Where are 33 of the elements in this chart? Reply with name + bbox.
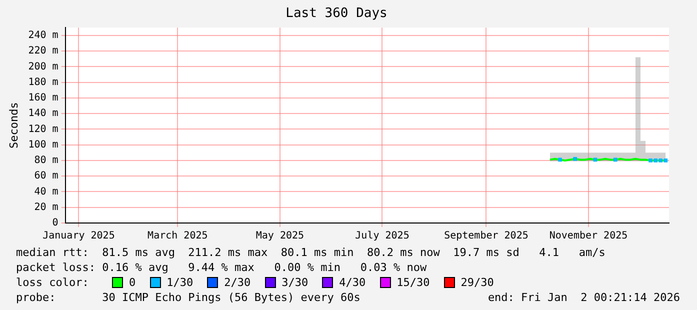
x-tick-label: May 2025 xyxy=(256,230,304,242)
legend-label: 0 xyxy=(128,275,136,290)
y-tick-label: 180 m xyxy=(28,76,58,88)
legend-label: 2/30 xyxy=(223,275,251,290)
x-tick-label: September 2025 xyxy=(444,230,528,242)
y-tick-label: 0 xyxy=(52,218,58,229)
text: packet loss: 0.16 % avg 9.44 % max 0.00 % min 0.03 % now xyxy=(16,260,428,275)
y-tick-label: 20 m xyxy=(34,202,58,213)
legend-label: 15/30 xyxy=(396,275,430,290)
y-tick-label: 100 m xyxy=(28,139,58,150)
y-tick-label: 40 m xyxy=(34,186,58,198)
y-tick-label: 140 m xyxy=(28,108,58,120)
y-tick-label: 60 m xyxy=(34,170,58,182)
x-tick-label: July 2025 xyxy=(355,230,410,242)
y-tick-label: 220 m xyxy=(28,46,58,57)
y-tick-label: 120 m xyxy=(28,124,58,135)
text: median rtt: 81.5 ms avg 211.2 ms max 80.1 ms min 80.2 ms now 19.7 ms sd 4.1 am/s xyxy=(16,245,606,260)
x-tick-label: November 2025 xyxy=(549,230,628,242)
text: end: Fri Jan 2 00:21:14 2026 xyxy=(488,290,680,305)
y-tick-label: 80 m xyxy=(34,155,58,166)
legend-label: 4/30 xyxy=(338,275,366,290)
chart-title: Last 360 Days xyxy=(286,6,388,22)
legend-label: 1/30 xyxy=(166,275,194,290)
y-tick-label: 160 m xyxy=(28,92,58,104)
x-tick-label: January 2025 xyxy=(42,230,115,242)
legend-title: loss color: xyxy=(16,275,90,290)
y-axis-title: Seconds xyxy=(7,102,20,148)
legend-label: 29/30 xyxy=(460,275,494,290)
text: probe: 30 ICMP Echo Pings (56 Bytes) every 60s xyxy=(16,290,360,305)
y-tick-label: 200 m xyxy=(28,61,58,72)
x-tick-label: March 2025 xyxy=(148,230,208,242)
legend-label: 3/30 xyxy=(280,275,308,290)
y-tick-label: 240 m xyxy=(28,30,58,42)
